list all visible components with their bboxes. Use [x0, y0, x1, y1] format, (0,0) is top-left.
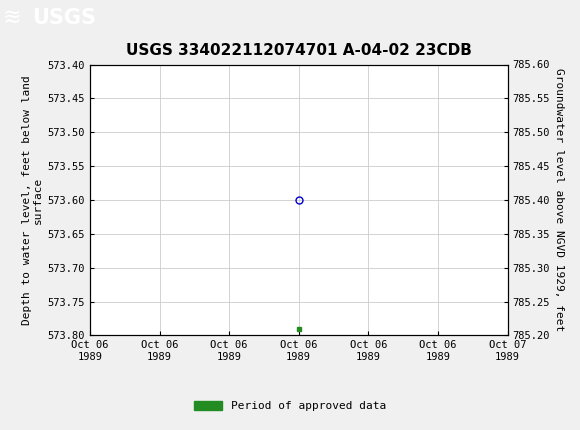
Text: USGS: USGS [32, 8, 96, 28]
Title: USGS 334022112074701 A-04-02 23CDB: USGS 334022112074701 A-04-02 23CDB [126, 43, 472, 58]
Legend: Period of approved data: Period of approved data [190, 397, 390, 416]
Text: ≋: ≋ [3, 8, 21, 28]
Y-axis label: Depth to water level, feet below land
surface: Depth to water level, feet below land su… [22, 75, 44, 325]
Y-axis label: Groundwater level above NGVD 1929, feet: Groundwater level above NGVD 1929, feet [554, 68, 564, 332]
